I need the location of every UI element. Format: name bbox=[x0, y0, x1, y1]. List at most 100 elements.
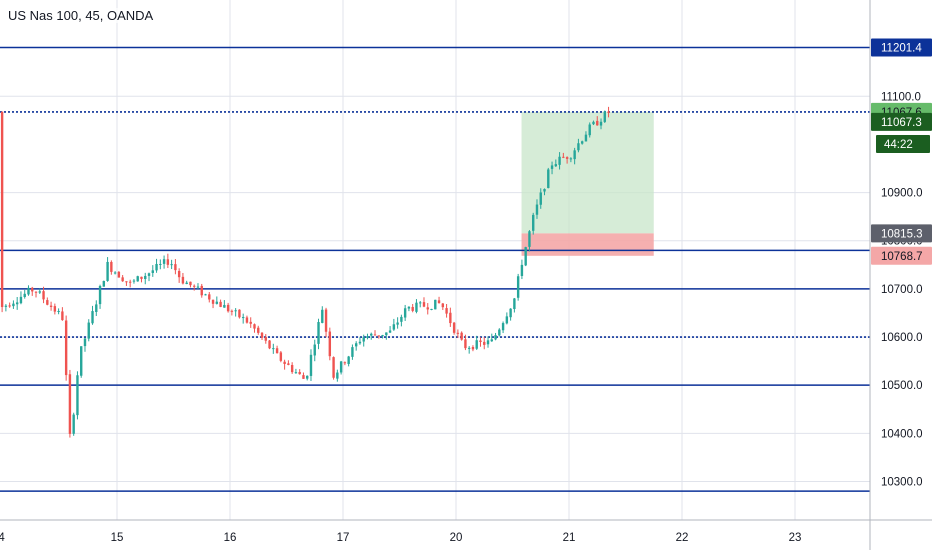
candle bbox=[279, 352, 283, 361]
candle bbox=[479, 340, 482, 343]
candle bbox=[434, 299, 437, 310]
candle bbox=[31, 287, 34, 292]
candle bbox=[483, 341, 486, 345]
long-position-tool[interactable] bbox=[521, 111, 654, 256]
price-badge-label: 10815.3 bbox=[881, 228, 923, 240]
candle bbox=[177, 270, 181, 278]
candle bbox=[437, 300, 441, 304]
candle bbox=[347, 356, 350, 364]
candle bbox=[366, 336, 369, 339]
candle bbox=[68, 374, 72, 434]
candle bbox=[388, 330, 392, 333]
candle bbox=[234, 310, 237, 312]
candle bbox=[253, 324, 256, 329]
candle bbox=[313, 344, 316, 356]
candle bbox=[550, 165, 554, 169]
candle bbox=[513, 298, 516, 310]
candle bbox=[358, 341, 362, 344]
candle bbox=[411, 306, 414, 311]
candle bbox=[170, 264, 173, 266]
candle bbox=[49, 305, 53, 307]
candle bbox=[76, 375, 79, 416]
candle bbox=[264, 337, 267, 341]
candle bbox=[226, 304, 230, 312]
candle bbox=[464, 339, 467, 349]
candle bbox=[245, 317, 249, 323]
candle bbox=[430, 308, 433, 310]
candle bbox=[460, 332, 463, 340]
candle bbox=[577, 143, 580, 151]
candle bbox=[113, 272, 117, 274]
candle bbox=[208, 294, 211, 300]
candle bbox=[64, 320, 68, 376]
candle bbox=[95, 304, 98, 312]
candle bbox=[607, 111, 610, 113]
candle bbox=[328, 331, 332, 357]
candle bbox=[524, 247, 527, 266]
candle bbox=[298, 371, 301, 375]
loss-zone bbox=[521, 233, 654, 256]
candle bbox=[302, 375, 305, 379]
candle bbox=[362, 337, 365, 342]
candle bbox=[249, 321, 252, 324]
candle bbox=[385, 332, 388, 336]
candle bbox=[475, 340, 478, 349]
candle bbox=[53, 306, 57, 312]
candle bbox=[211, 299, 215, 304]
price-badge-label: 10768.7 bbox=[881, 251, 923, 263]
candle bbox=[204, 294, 207, 296]
candle bbox=[162, 259, 166, 264]
candle bbox=[12, 303, 15, 307]
price-badge bbox=[871, 224, 932, 243]
candle bbox=[400, 316, 403, 322]
y-tick-label: 10300.0 bbox=[881, 476, 923, 488]
candle bbox=[23, 293, 26, 298]
x-tick-label: 15 bbox=[111, 532, 124, 544]
candle bbox=[588, 124, 591, 136]
candle bbox=[321, 309, 324, 323]
candle bbox=[336, 372, 339, 379]
candle bbox=[415, 302, 418, 312]
candle bbox=[121, 277, 124, 282]
candle bbox=[426, 307, 429, 310]
candle bbox=[4, 305, 8, 307]
x-tick-label: 22 bbox=[676, 532, 689, 544]
candle bbox=[343, 362, 347, 364]
candle bbox=[565, 157, 569, 159]
candle bbox=[490, 339, 493, 342]
candle bbox=[456, 332, 460, 334]
candle bbox=[441, 303, 445, 308]
candle bbox=[275, 348, 279, 354]
price-badge bbox=[876, 134, 930, 153]
candle bbox=[215, 301, 219, 304]
candle bbox=[290, 365, 294, 373]
candle bbox=[471, 347, 475, 350]
profit-zone bbox=[521, 111, 654, 234]
candle bbox=[324, 309, 328, 332]
candle bbox=[128, 281, 132, 283]
candle bbox=[132, 280, 136, 282]
candle bbox=[193, 285, 196, 287]
candle bbox=[494, 335, 497, 340]
candle bbox=[38, 291, 41, 293]
candle bbox=[159, 263, 162, 265]
candle bbox=[584, 134, 588, 142]
candle bbox=[72, 414, 75, 434]
candle bbox=[403, 308, 407, 318]
price-badge bbox=[871, 112, 932, 131]
candle bbox=[505, 316, 509, 324]
x-tick-label: 17 bbox=[337, 532, 350, 544]
candle bbox=[392, 324, 396, 330]
candle bbox=[592, 121, 595, 125]
candle bbox=[87, 322, 90, 339]
candle bbox=[419, 302, 422, 304]
candle bbox=[8, 305, 11, 307]
candle bbox=[181, 276, 185, 284]
candle bbox=[110, 261, 113, 272]
x-tick-label: 21 bbox=[563, 532, 576, 544]
candle bbox=[196, 286, 200, 288]
candle bbox=[136, 276, 139, 282]
candle bbox=[558, 156, 561, 165]
candle bbox=[596, 120, 599, 126]
